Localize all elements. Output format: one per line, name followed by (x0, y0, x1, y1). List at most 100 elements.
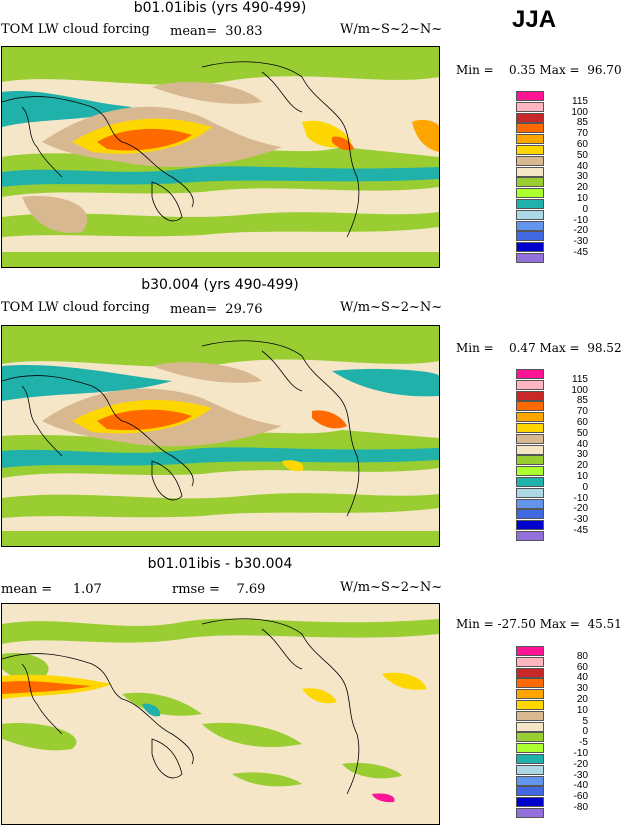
colorbar-swatch (516, 231, 544, 242)
colorbar-swatch (516, 754, 544, 764)
colorbar-level-label: -80 (573, 802, 588, 813)
colorbar-level-label: 50 (576, 149, 588, 161)
panel-1-colorbar: 115 100 85 70 60 50 40 30 20 10 0 -10 -20 -30 -45 (516, 91, 588, 263)
colorbar-swatch (516, 433, 544, 444)
colorbar-level-label: -20 (573, 225, 588, 237)
panel-1-units: W/m~S~2~N~ (340, 22, 443, 37)
panel-1-contour-field (2, 47, 439, 267)
colorbar-level-label: 100 (571, 384, 588, 396)
panel-3-title: b01.01ibis - b30.004 (147, 556, 293, 572)
colorbar-swatch (516, 498, 544, 509)
colorbar-swatch (516, 455, 544, 466)
colorbar-level-label: -30 (573, 769, 588, 781)
colorbar-swatch (516, 646, 544, 656)
colorbar-level-label: 40 (576, 438, 588, 450)
colorbar-swatch (516, 390, 544, 401)
colorbar-swatch (516, 808, 544, 818)
panel-3-contour-field (2, 604, 439, 824)
colorbar-level-label: 60 (576, 417, 588, 428)
colorbar-swatch (516, 721, 544, 732)
panel-2-map (1, 325, 440, 547)
colorbar-swatch (516, 466, 544, 477)
colorbar-level-label: 5 (582, 715, 588, 727)
colorbar-swatch (516, 123, 544, 134)
colorbar-level-label: -10 (573, 748, 588, 759)
colorbar-level-label: 100 (571, 106, 588, 118)
colorbar-swatch (516, 689, 544, 700)
panel-2-colorbar: 115 100 85 70 60 50 40 30 20 10 0 -10 -20 -30 -45 (516, 369, 588, 541)
colorbar-level-label: 60 (576, 139, 588, 150)
colorbar-swatch (516, 444, 544, 455)
colorbar-swatch (516, 412, 544, 423)
colorbar-level-label: 115 (572, 95, 588, 107)
colorbar-level-label: -5 (579, 737, 588, 749)
colorbar-level-label: 20 (576, 460, 588, 472)
panel-3-minmax: Min = -27.50 Max = 45.51 (456, 617, 622, 631)
colorbar-swatch (516, 678, 544, 689)
panel-2-minmax: Min = 0.47 Max = 98.52 (456, 341, 622, 355)
panel-1-mean: mean= 30.83 (170, 24, 263, 39)
colorbar-swatch (516, 797, 544, 808)
colorbar-swatch (516, 134, 544, 145)
colorbar-swatch (516, 656, 544, 667)
colorbar-level-label: 0 (582, 481, 588, 493)
panel-3-map (1, 603, 440, 825)
colorbar-level-label: 20 (576, 694, 588, 705)
colorbar-level-label: -20 (573, 758, 588, 770)
colorbar-level-label: 80 (576, 650, 588, 662)
colorbar-level-label: -20 (573, 503, 588, 515)
colorbar-swatch (516, 477, 544, 487)
panel-3-rmse: rmse = 7.69 (172, 582, 266, 597)
colorbar-swatch (516, 743, 544, 754)
colorbar-level-label: 115 (572, 373, 588, 385)
colorbar-level-label: 70 (576, 406, 588, 418)
colorbar-level-label: -45 (573, 247, 588, 258)
colorbar-swatch (516, 155, 544, 166)
colorbar-swatch (516, 509, 544, 520)
colorbar-level-label: -10 (573, 214, 588, 226)
colorbar-level-label: 60 (576, 661, 588, 673)
colorbar-swatch (516, 112, 544, 123)
panel-1-title: b01.01ibis (yrs 490-499) (133, 0, 307, 16)
season-label: JJA (512, 6, 557, 33)
colorbar-swatch (516, 667, 544, 678)
colorbar-level-label: 40 (576, 672, 588, 684)
colorbar-level-label: -40 (573, 780, 588, 792)
colorbar-level-label: 0 (582, 726, 588, 738)
colorbar-swatch (516, 188, 544, 199)
colorbar-swatch (516, 101, 544, 112)
colorbar-swatch (516, 242, 544, 253)
colorbar-level-label: 40 (576, 160, 588, 172)
colorbar-swatch (516, 775, 544, 786)
panel-2-mean: mean= 29.76 (170, 302, 263, 317)
colorbar-level-label: 50 (576, 427, 588, 439)
panel-2-variable-label: TOM LW cloud forcing (1, 300, 150, 315)
colorbar-level-label: 10 (576, 193, 588, 204)
colorbar-level-label: 85 (576, 117, 588, 129)
colorbar-level-label: -30 (573, 514, 588, 526)
panel-3-mean: mean = 1.07 (1, 582, 102, 597)
colorbar-swatch (516, 786, 544, 797)
colorbar-swatch (516, 732, 544, 743)
colorbar-swatch (516, 369, 544, 379)
panel-1-minmax: Min = 0.35 Max = 96.70 (456, 63, 622, 77)
colorbar-swatch (516, 531, 544, 541)
panel-3-units: W/m~S~2~N~ (340, 580, 443, 595)
colorbar-swatch (516, 145, 544, 155)
colorbar-level-label: 30 (576, 683, 588, 695)
colorbar-swatch (516, 199, 544, 209)
colorbar-swatch (516, 710, 544, 721)
colorbar-level-label: 20 (576, 182, 588, 194)
colorbar-level-label: -60 (573, 791, 588, 803)
colorbar-level-label: 30 (576, 449, 588, 461)
colorbar-level-label: 0 (582, 203, 588, 215)
panel-2-contour-field (2, 326, 439, 546)
colorbar-level-label: -10 (573, 492, 588, 504)
colorbar-swatch (516, 401, 544, 412)
colorbar-level-label: -45 (573, 525, 588, 536)
colorbar-swatch (516, 764, 544, 775)
colorbar-swatch (516, 209, 544, 220)
colorbar-level-label: 70 (576, 128, 588, 140)
colorbar-level-label: 85 (576, 395, 588, 407)
colorbar-level-label: 10 (576, 704, 588, 716)
